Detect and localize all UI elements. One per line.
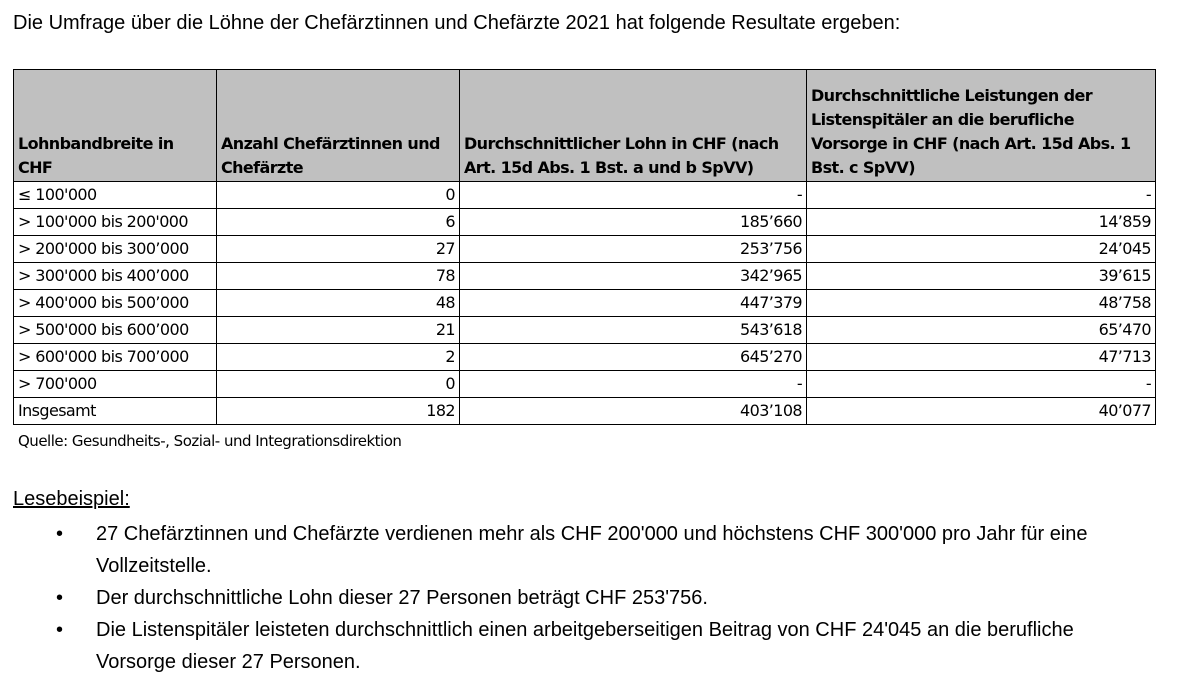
pension-cell: 65’470 — [806, 316, 1156, 344]
count-cell: 0 — [216, 370, 460, 398]
count-cell: 21 — [216, 316, 460, 344]
list-item: 27 Chefärztinnen und Chefärzte verdienen… — [56, 518, 1136, 582]
salary-table: Lohnbandbreite in CHF Anzahl Chefärztinn… — [13, 69, 1156, 425]
example-list: 27 Chefärztinnen und Chefärzte verdienen… — [56, 518, 1136, 678]
list-item: Der durchschnittliche Lohn dieser 27 Per… — [56, 582, 1136, 614]
salary-cell: - — [459, 181, 807, 209]
range-cell: > 300'000 bis 400’000 — [13, 262, 217, 290]
salary-cell: 447’379 — [459, 289, 807, 317]
salary-cell: - — [459, 370, 807, 398]
count-cell: 48 — [216, 289, 460, 317]
table-row: > 700'000 0- - — [13, 370, 1156, 398]
pension-cell: 14’859 — [806, 208, 1156, 236]
range-cell: ≤ 100'000 — [13, 181, 217, 209]
range-cell: > 700'000 — [13, 370, 217, 398]
pension-cell: 48’758 — [806, 289, 1156, 317]
list-item: Die Listenspitäler leisteten durchschnit… — [56, 614, 1136, 678]
count-cell: 0 — [216, 181, 460, 209]
table-row: ≤ 100'000 0- - — [13, 181, 1156, 209]
count-cell: 2 — [216, 343, 460, 371]
table-row: > 200'000 bis 300’000 27 253’756 24’045 — [13, 235, 1156, 263]
header-salary: Durchschnittlicher Lohn in CHF (nach Art… — [459, 69, 807, 182]
table-row: > 500'000 bis 600’000 21 543’618 65’470 — [13, 316, 1156, 344]
intro-text: Die Umfrage über die Löhne der Chefärzti… — [13, 12, 901, 34]
salary-cell: 185’660 — [459, 208, 807, 236]
pension-cell: 39’615 — [806, 262, 1156, 290]
example-heading: Lesebeispiel: — [13, 488, 130, 510]
table-row: > 400'000 bis 500’000 48 447’379 48’758 — [13, 289, 1156, 317]
table-row: Insgesamt 182 403’108 40’077 — [13, 397, 1156, 425]
salary-cell: 253’756 — [459, 235, 807, 263]
source-note: Quelle: Gesundheits-, Sozial- und Integr… — [18, 432, 402, 450]
range-cell: > 500'000 bis 600’000 — [13, 316, 217, 344]
table-row: > 300'000 bis 400’000 78 342’965 39’615 — [13, 262, 1156, 290]
range-cell: > 400'000 bis 500’000 — [13, 289, 217, 317]
pension-cell: - — [806, 370, 1156, 398]
count-cell: 6 — [216, 208, 460, 236]
pension-cell: 24’045 — [806, 235, 1156, 263]
table-row: > 600'000 bis 700’000 2 645’270 47’713 — [13, 343, 1156, 371]
range-cell: Insgesamt — [13, 397, 217, 425]
header-count: Anzahl Chefärztinnen und Chefärzte — [216, 69, 460, 182]
range-cell: > 100'000 bis 200'000 — [13, 208, 217, 236]
range-cell: > 200'000 bis 300’000 — [13, 235, 217, 263]
header-range: Lohnbandbreite in CHF — [13, 69, 217, 182]
table-header-row: Lohnbandbreite in CHF Anzahl Chefärztinn… — [13, 69, 1156, 182]
range-cell: > 600'000 bis 700’000 — [13, 343, 217, 371]
count-cell: 27 — [216, 235, 460, 263]
salary-cell: 403’108 — [459, 397, 807, 425]
salary-cell: 543’618 — [459, 316, 807, 344]
pension-cell: 47’713 — [806, 343, 1156, 371]
count-cell: 182 — [216, 397, 460, 425]
pension-cell: 40’077 — [806, 397, 1156, 425]
salary-cell: 645’270 — [459, 343, 807, 371]
table-row: > 100'000 bis 200'000 6 185’660 14’859 — [13, 208, 1156, 236]
header-pension: Durchschnittliche Leistungen der Listens… — [806, 69, 1156, 182]
count-cell: 78 — [216, 262, 460, 290]
salary-cell: 342’965 — [459, 262, 807, 290]
pension-cell: - — [806, 181, 1156, 209]
